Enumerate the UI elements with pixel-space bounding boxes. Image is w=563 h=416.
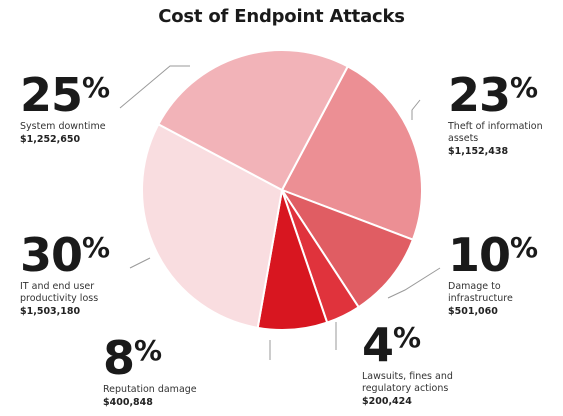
leader-line-3 [387,267,441,299]
label-damage-infrastructure: 10% Damage to infrastructure $501,060 [448,232,548,318]
desc-system-downtime: System downtime [20,121,106,132]
label-theft-of-information: 23% Theft of information assets $1,152,4… [448,72,558,158]
desc-productivity: IT and end user productivity loss [20,281,99,304]
label-system-downtime: 25% System downtime $1,252,650 [20,68,110,146]
percent-productivity: 30% [20,228,110,282]
chart-title: Cost of Endpoint Attacks [158,6,405,27]
percent-lawsuits: 4% [362,318,421,372]
desc-theft: Theft of information assets [448,121,543,144]
label-productivity-loss: 30% IT and end user productivity loss $1… [20,232,135,318]
pie-slice-damage-to-infrastructure [279,187,415,309]
amount-productivity: $1,503,180 [20,306,81,317]
desc-damage: Damage to infrastructure [448,281,513,304]
leader-line-1 [411,99,421,120]
desc-reputation: Reputation damage [103,384,197,395]
percent-theft: 23% [448,68,538,122]
leader-line-2 [129,257,151,269]
amount-theft: $1,152,438 [448,146,509,157]
amount-lawsuits: $200,424 [362,396,412,407]
amount-damage: $501,060 [448,306,498,317]
pie-slice-system-downtime [157,49,350,192]
percent-reputation: 8% [103,331,162,385]
label-lawsuits: 4% Lawsuits, fines and regulatory action… [362,322,482,408]
label-reputation-damage: 8% Reputation damage $400,848 [103,335,243,409]
pie-slice-it-and-end-user-productivity-loss [141,122,284,330]
amount-system-downtime: $1,252,650 [20,134,81,145]
amount-reputation: $400,848 [103,397,153,408]
percent-damage: 10% [448,228,538,282]
desc-lawsuits: Lawsuits, fines and regulatory actions [362,371,453,394]
leader-line-0 [119,65,190,109]
pie-slice-theft-of-information-assets [280,65,423,242]
percent-system-downtime: 25% [20,68,110,122]
